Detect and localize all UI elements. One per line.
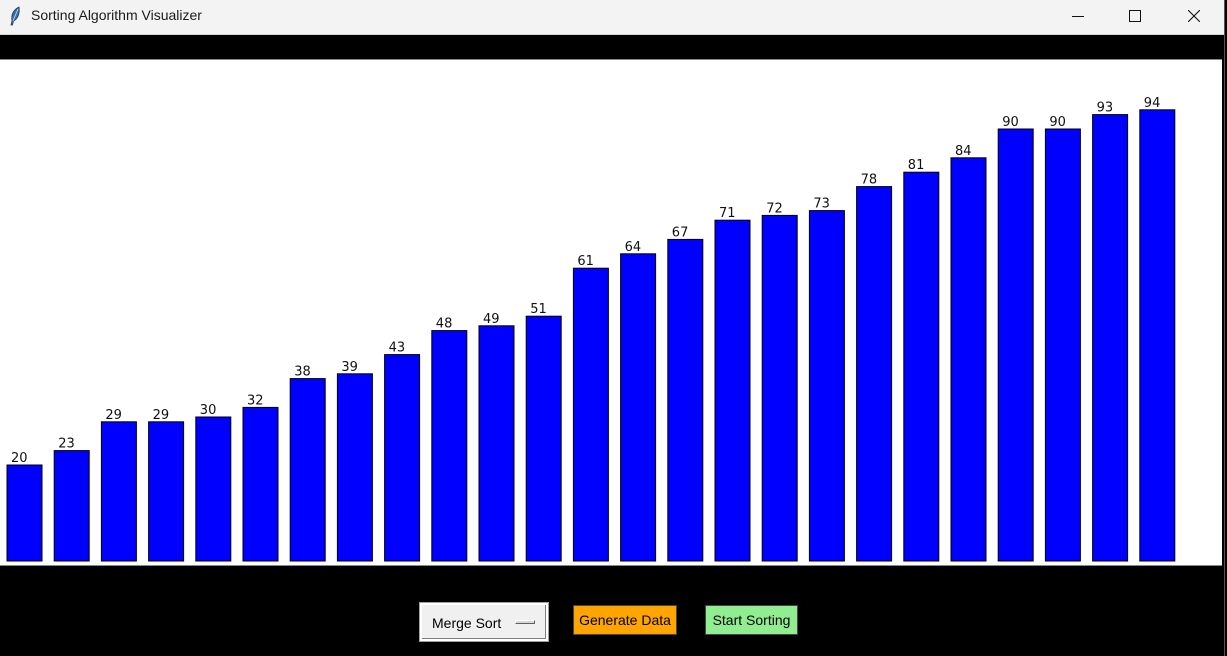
bar-value-label: 73 <box>813 197 830 212</box>
bar <box>100 421 137 562</box>
bar <box>195 416 232 562</box>
bar <box>761 214 798 562</box>
title-bar[interactable]: Sorting Algorithm Visualizer <box>0 0 1224 35</box>
maximize-button[interactable] <box>1112 0 1158 32</box>
bar <box>6 464 43 562</box>
bar-value-label: 51 <box>530 302 547 317</box>
feather-icon <box>10 6 20 26</box>
bar-value-label: 64 <box>625 240 642 255</box>
top-band <box>0 35 1224 59</box>
bar-value-label: 38 <box>294 365 311 380</box>
bar <box>572 267 609 562</box>
bar <box>148 421 185 562</box>
bar <box>242 406 279 562</box>
bar <box>53 450 90 562</box>
bar-value-label: 84 <box>955 144 972 159</box>
algorithm-select[interactable]: Merge Sort <box>420 603 548 641</box>
bar-value-label: 20 <box>11 451 28 466</box>
bar <box>478 325 515 562</box>
algorithm-select-value: Merge Sort <box>432 615 502 631</box>
bar-value-label: 61 <box>577 254 594 269</box>
bar <box>1044 128 1081 562</box>
bar <box>1092 114 1129 562</box>
option-menu-indicator-icon <box>515 620 535 624</box>
bar-value-label: 30 <box>200 403 217 418</box>
bar-value-label: 78 <box>861 173 878 188</box>
bar <box>289 378 326 562</box>
control-panel: Merge Sort Generate Data Start Sorting <box>0 566 1224 656</box>
bar <box>856 186 893 562</box>
maximize-icon <box>1129 10 1141 22</box>
bar <box>808 210 845 562</box>
bar-value-label: 49 <box>483 312 500 327</box>
bar-value-label: 39 <box>341 360 358 375</box>
bar-value-label: 81 <box>908 158 925 173</box>
minimize-icon <box>1072 16 1084 17</box>
close-button[interactable] <box>1171 0 1217 32</box>
bar-value-label: 29 <box>105 408 122 423</box>
bar <box>950 157 987 562</box>
bar-chart: 20 23 29 29 30 32 38 39 43 48 49 51 61 64 67 71 72 73 78 81… <box>6 96 1176 562</box>
bar <box>431 330 468 562</box>
minimize-button[interactable] <box>1055 0 1101 32</box>
bar <box>620 253 657 562</box>
bar <box>997 128 1034 562</box>
bar <box>1139 109 1176 562</box>
bar-value-label: 90 <box>1049 115 1066 130</box>
bar-value-label: 93 <box>1097 101 1114 116</box>
bar-value-label: 23 <box>58 437 75 452</box>
bar-value-label: 90 <box>1002 115 1019 130</box>
bar-value-label: 48 <box>436 317 453 332</box>
bar <box>525 315 562 562</box>
generate-data-button[interactable]: Generate Data <box>573 605 677 635</box>
bar <box>336 373 373 562</box>
bar-value-label: 67 <box>672 225 689 240</box>
bar <box>384 354 421 562</box>
bar <box>667 238 704 562</box>
window-title: Sorting Algorithm Visualizer <box>31 7 202 23</box>
bar-value-label: 71 <box>719 206 736 221</box>
bar-value-label: 32 <box>247 393 264 408</box>
bar-canvas: 20 23 29 29 30 32 38 39 43 48 49 51 61 64 67 71 72 73 78 81… <box>0 59 1222 567</box>
bar-value-label: 72 <box>766 201 783 216</box>
bar-value-label: 29 <box>153 408 170 423</box>
start-sorting-button[interactable]: Start Sorting <box>705 605 798 635</box>
bar <box>903 171 940 562</box>
bar-value-label: 94 <box>1144 96 1161 111</box>
bar <box>714 219 751 562</box>
bar-value-label: 43 <box>389 341 406 356</box>
close-icon <box>1188 10 1200 22</box>
